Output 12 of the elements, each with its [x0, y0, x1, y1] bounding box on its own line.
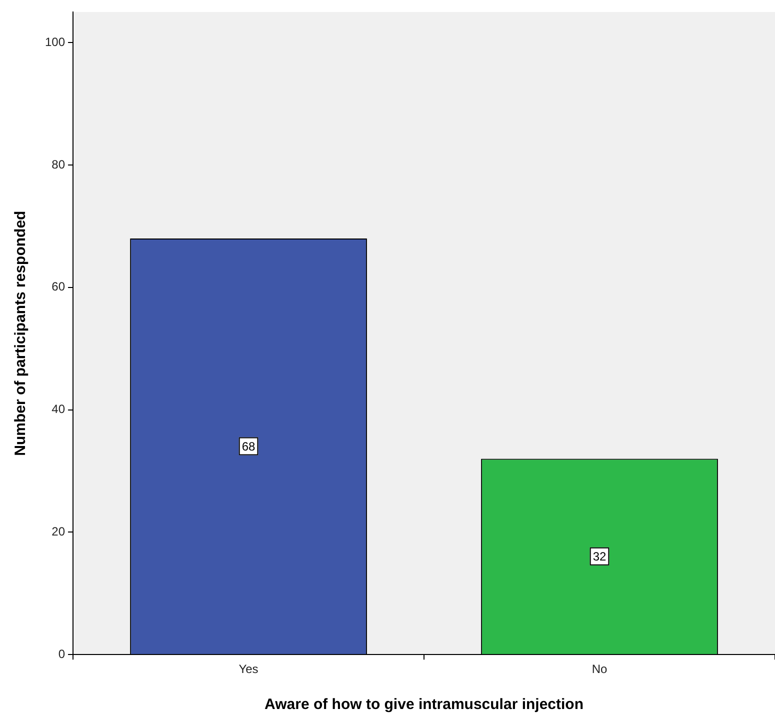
y-tick-label: 100	[44, 34, 66, 49]
y-tick-label: 40	[52, 402, 66, 416]
y-tick-label: 20	[52, 524, 66, 539]
data-label: 32	[592, 550, 606, 564]
y-axis-title: Number of participants responded	[12, 210, 30, 456]
data-label: 68	[242, 440, 256, 454]
x-tick-label: No	[592, 662, 608, 676]
y-tick-label: 60	[52, 280, 66, 294]
x-tick-label: Yes	[238, 662, 258, 676]
y-tick-label: 0	[58, 646, 66, 661]
y-tick-label: 80	[52, 157, 66, 172]
x-axis-title: Aware of how to give intramuscular injection	[264, 696, 584, 714]
